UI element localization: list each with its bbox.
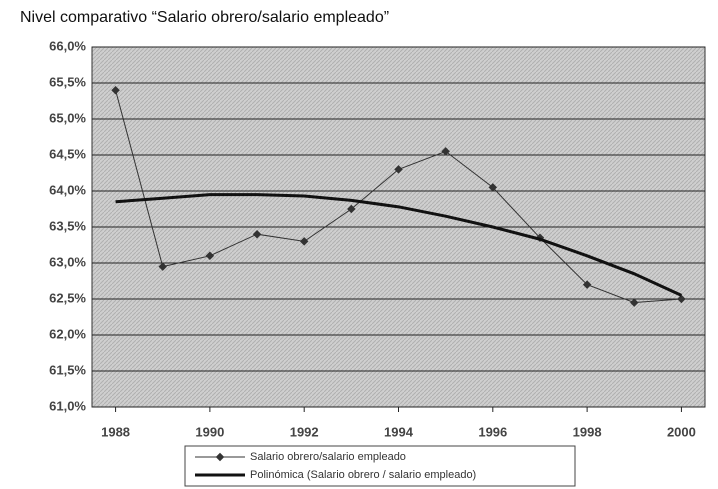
data-point [158, 262, 167, 271]
y-tick-label: 62,5% [49, 290, 86, 305]
x-tick-label: 2000 [667, 424, 696, 439]
y-tick-label: 65,0% [49, 110, 86, 125]
legend-label: Salario obrero/salario empleado [250, 451, 406, 463]
data-point [347, 204, 356, 214]
data-point [111, 85, 120, 95]
x-tick-label: 1990 [195, 424, 224, 439]
trend-line [115, 193, 683, 297]
x-tick-label: 1992 [290, 424, 319, 439]
y-tick-label: 62,0% [49, 326, 86, 341]
y-tick-label: 61,0% [49, 398, 86, 413]
y-tick-label: 66,0% [49, 38, 86, 53]
data-point [394, 165, 403, 174]
data-point [441, 147, 450, 156]
legend-marker [215, 452, 225, 462]
x-tick-label: 1988 [101, 424, 130, 439]
legend-box [184, 445, 576, 487]
x-tick-label: 1994 [384, 424, 414, 439]
chart-title: Nivel comparativo “Salario obrero/salari… [20, 9, 389, 26]
y-tick-label: 64,5% [49, 146, 86, 161]
data-point [677, 294, 686, 304]
x-tick-label: 1996 [478, 424, 507, 439]
y-tick-label: 64,0% [49, 182, 86, 197]
y-tick-label: 61,5% [49, 362, 86, 377]
y-tick-label: 63,5% [49, 218, 86, 233]
data-point [488, 183, 498, 192]
data-point [299, 237, 309, 246]
x-tick-label: 1998 [573, 424, 602, 439]
data-point [630, 298, 639, 307]
data-point [582, 280, 592, 289]
legend-label: Polinómica (Salario obrero / salario emp… [250, 469, 476, 481]
y-tick-label: 63,0% [49, 254, 86, 269]
y-tick-label: 65,5% [49, 74, 86, 89]
